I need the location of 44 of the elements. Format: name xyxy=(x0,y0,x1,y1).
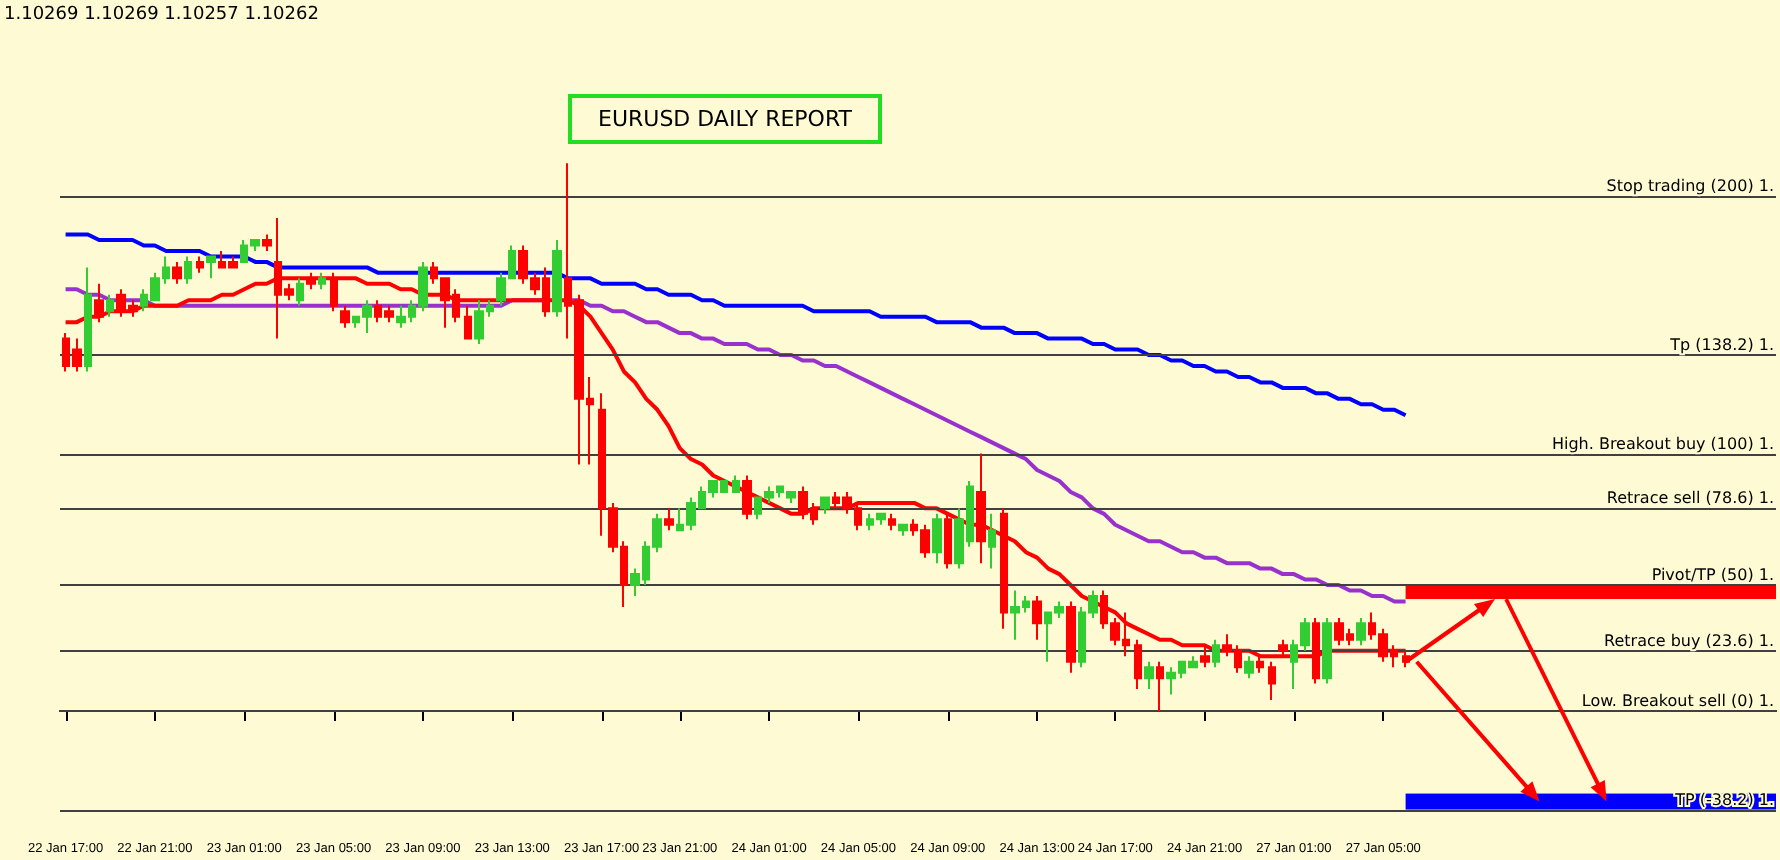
candlestick xyxy=(318,271,326,291)
chart-title: EURUSD DAILY REPORT xyxy=(598,106,853,132)
candlestick xyxy=(820,496,830,515)
candlestick xyxy=(1356,616,1366,647)
candlestick xyxy=(262,233,272,252)
candlestick xyxy=(664,507,674,532)
candlestick xyxy=(296,277,304,307)
ref-line-label: Retrace sell (78.6) 1. xyxy=(1606,489,1774,508)
candlestick xyxy=(1268,660,1276,702)
candlestick xyxy=(1032,594,1042,641)
text: 1.10269 1.10269 1.10257 1.10262 xyxy=(4,5,319,25)
candlestick xyxy=(172,260,182,285)
candlestick xyxy=(196,255,204,274)
candlestick xyxy=(1244,655,1254,680)
ref-line-label: Stop trading (200) 1. xyxy=(1606,177,1774,196)
candlestick xyxy=(888,512,896,532)
candlestick xyxy=(1066,600,1076,674)
candlestick xyxy=(1156,660,1164,712)
candlestick xyxy=(552,239,562,318)
candlestick xyxy=(94,282,104,324)
candlestick xyxy=(340,304,350,329)
candlestick xyxy=(184,255,192,285)
candlestick xyxy=(84,266,92,373)
candlestick xyxy=(1134,638,1142,691)
candlestick xyxy=(988,512,996,570)
candlestick xyxy=(1212,638,1220,669)
candlestick xyxy=(206,255,216,280)
ref-line-label: High. Breakout buy (100) 1. xyxy=(1551,434,1774,453)
candlestick xyxy=(932,512,942,565)
ref-line-label: Low. Breakout sell (0) 1. xyxy=(1581,691,1774,710)
ref-line-label: TP (-38.2) 1. xyxy=(1673,790,1774,809)
ref-line-label: Pivot/TP (50) 1. xyxy=(1651,566,1774,585)
candlestick xyxy=(976,452,986,565)
ref-line-label: Tp (138.2) 1. xyxy=(1668,336,1774,355)
candlestick xyxy=(944,512,952,570)
candlestick xyxy=(732,474,740,493)
candlestick xyxy=(742,474,752,521)
candlestick xyxy=(898,523,908,537)
candlestick xyxy=(464,304,472,340)
candlestick xyxy=(1000,507,1008,630)
ref-line-label: Retrace buy (23.6) 1. xyxy=(1604,631,1774,650)
candlestick xyxy=(1144,660,1154,691)
candlestick xyxy=(1322,616,1332,685)
candlestick xyxy=(106,293,114,318)
